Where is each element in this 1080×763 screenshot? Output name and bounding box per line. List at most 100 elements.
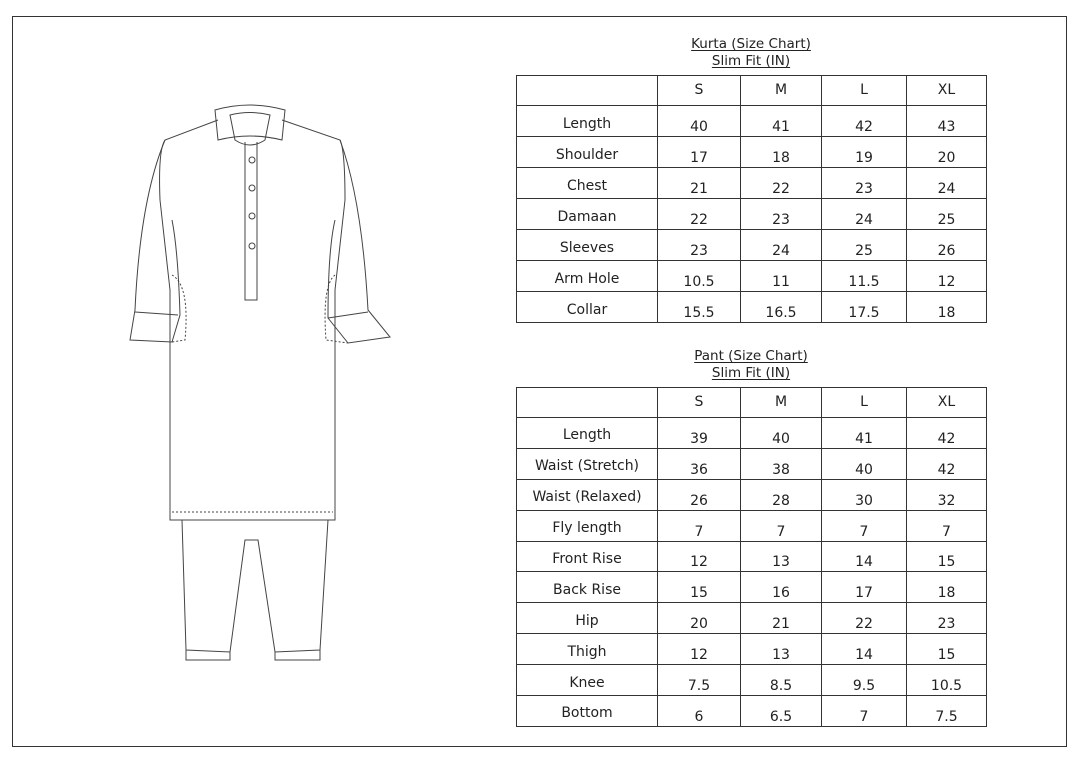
measurement-value: 26 — [657, 478, 741, 511]
table-row: Knee 7.5 8.5 9.5 10.5 — [516, 664, 987, 697]
measurement-value: 39 — [657, 417, 741, 449]
measurement-value: 22 — [657, 198, 741, 230]
measurement-value: 22 — [740, 167, 822, 199]
kurta-chart-title: Kurta (Size Chart) — [691, 36, 811, 52]
measurement-label: Waist (Stretch) — [516, 447, 658, 480]
table-row: Length 40 41 42 43 — [516, 105, 987, 137]
size-header-s: S — [657, 387, 741, 418]
measurement-value: 40 — [821, 447, 907, 480]
table-row: Arm Hole 10.5 11 11.5 12 — [516, 260, 987, 292]
header-blank — [516, 387, 658, 418]
measurement-label: Damaan — [516, 198, 658, 230]
size-header-xl: XL — [906, 75, 987, 106]
measurement-value: 17.5 — [821, 291, 907, 323]
measurement-value: 40 — [657, 105, 741, 137]
measurement-value: 7 — [906, 509, 987, 542]
measurement-value: 25 — [906, 198, 987, 230]
measurement-value: 15.5 — [657, 291, 741, 323]
measurement-value: 43 — [906, 105, 987, 137]
measurement-value: 12 — [657, 633, 741, 666]
header-row: S M L XL — [516, 75, 987, 106]
measurement-value: 10.5 — [657, 260, 741, 292]
measurement-label: Arm Hole — [516, 260, 658, 292]
header-blank — [516, 75, 658, 106]
measurement-value: 24 — [821, 198, 907, 230]
measurement-value: 23 — [906, 602, 987, 635]
measurement-label: Length — [516, 105, 658, 137]
measurement-value: 7 — [821, 509, 907, 542]
measurement-value: 17 — [821, 571, 907, 604]
measurement-value: 14 — [821, 633, 907, 666]
measurement-value: 10.5 — [906, 664, 987, 697]
measurement-label: Hip — [516, 602, 658, 635]
measurement-label: Shoulder — [516, 136, 658, 168]
measurement-value: 13 — [740, 540, 822, 573]
pant-chart-title-block: Pant (Size Chart) Slim Fit (IN) — [516, 348, 986, 382]
measurement-value: 30 — [821, 478, 907, 511]
table-row: Length 39 40 41 42 — [516, 417, 987, 449]
measurement-value: 40 — [740, 417, 822, 449]
measurement-value: 19 — [821, 136, 907, 168]
measurement-value: 26 — [906, 229, 987, 261]
measurement-value: 18 — [906, 571, 987, 604]
measurement-label: Collar — [516, 291, 658, 323]
size-header-l: L — [821, 387, 907, 418]
measurement-value: 9.5 — [821, 664, 907, 697]
pant-chart-subtitle: Slim Fit (IN) — [711, 365, 791, 381]
measurement-label: Bottom — [516, 695, 658, 727]
size-header-s: S — [657, 75, 741, 106]
measurement-value: 42 — [906, 417, 987, 449]
measurement-value: 7 — [657, 509, 741, 542]
measurement-value: 7.5 — [657, 664, 741, 697]
table-row: Fly length 7 7 7 7 — [516, 509, 987, 542]
measurement-value: 15 — [906, 540, 987, 573]
measurement-value: 15 — [657, 571, 741, 604]
page-border — [12, 16, 1067, 747]
measurement-value: 13 — [740, 633, 822, 666]
table-row: Front Rise 12 13 14 15 — [516, 540, 987, 573]
table-row: Bottom 6 6.5 7 7.5 — [516, 695, 987, 727]
measurement-label: Front Rise — [516, 540, 658, 573]
measurement-value: 8.5 — [740, 664, 822, 697]
measurement-value: 14 — [821, 540, 907, 573]
measurement-value: 7.5 — [906, 695, 987, 727]
measurement-label: Waist (Relaxed) — [516, 478, 658, 511]
table-row: Back Rise 15 16 17 18 — [516, 571, 987, 604]
measurement-value: 11.5 — [821, 260, 907, 292]
table-row: Waist (Relaxed) 26 28 30 32 — [516, 478, 987, 511]
measurement-label: Thigh — [516, 633, 658, 666]
size-header-m: M — [740, 387, 822, 418]
measurement-value: 20 — [906, 136, 987, 168]
measurement-value: 21 — [740, 602, 822, 635]
measurement-value: 6 — [657, 695, 741, 727]
measurement-value: 42 — [821, 105, 907, 137]
header-row: S M L XL — [516, 387, 987, 418]
measurement-label: Length — [516, 417, 658, 449]
measurement-value: 18 — [906, 291, 987, 323]
measurement-value: 32 — [906, 478, 987, 511]
measurement-value: 22 — [821, 602, 907, 635]
measurement-label: Back Rise — [516, 571, 658, 604]
measurement-value: 38 — [740, 447, 822, 480]
measurement-label: Chest — [516, 167, 658, 199]
measurement-value: 11 — [740, 260, 822, 292]
table-row: Shoulder 17 18 19 20 — [516, 136, 987, 168]
pant-size-table: S M L XL Length 39 40 41 42 Waist (Stretch) 36 38 40… — [516, 387, 987, 727]
measurement-value: 23 — [740, 198, 822, 230]
size-header-l: L — [821, 75, 907, 106]
measurement-value: 23 — [657, 229, 741, 261]
table-row: Collar 15.5 16.5 17.5 18 — [516, 291, 987, 323]
measurement-value: 7 — [821, 695, 907, 727]
measurement-value: 28 — [740, 478, 822, 511]
table-row: Sleeves 23 24 25 26 — [516, 229, 987, 261]
measurement-value: 21 — [657, 167, 741, 199]
measurement-value: 6.5 — [740, 695, 822, 727]
measurement-value: 15 — [906, 633, 987, 666]
size-header-m: M — [740, 75, 822, 106]
measurement-value: 25 — [821, 229, 907, 261]
measurement-value: 16.5 — [740, 291, 822, 323]
measurement-value: 12 — [657, 540, 741, 573]
table-row: Chest 21 22 23 24 — [516, 167, 987, 199]
measurement-value: 36 — [657, 447, 741, 480]
size-header-xl: XL — [906, 387, 987, 418]
